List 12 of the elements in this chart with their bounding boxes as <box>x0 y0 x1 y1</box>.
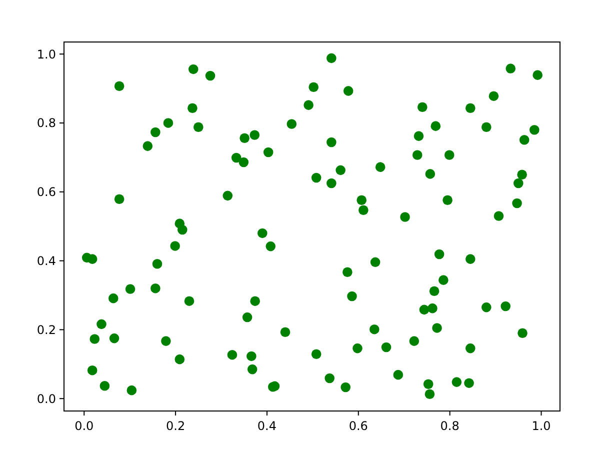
y-tick-label: 0.8 <box>36 116 56 130</box>
x-tick-label: 0.0 <box>74 419 94 433</box>
x-tick-label: 0.8 <box>440 419 460 433</box>
y-tick-label: 0.0 <box>36 392 56 406</box>
y-tick-label: 0.4 <box>36 254 56 268</box>
x-tick-label: 1.0 <box>532 419 551 433</box>
x-tick-label: 0.4 <box>257 419 277 433</box>
x-tick-label: 0.2 <box>166 419 186 433</box>
y-tick-label: 0.2 <box>36 322 56 337</box>
y-tick-label: 0.6 <box>36 185 56 200</box>
y-tick-label: 1.0 <box>36 47 56 62</box>
x-tick-label: 0.6 <box>348 419 368 433</box>
